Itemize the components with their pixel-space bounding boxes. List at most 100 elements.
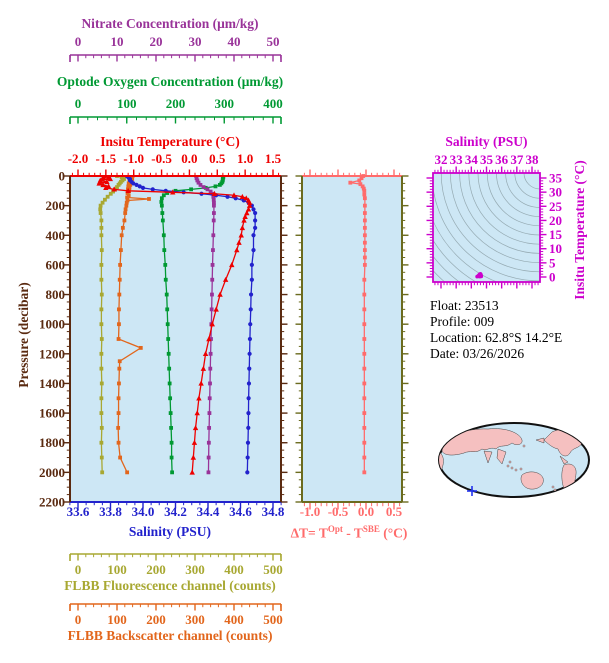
tick-label: -0.5 xyxy=(328,504,349,519)
tick-label: 37 xyxy=(510,152,523,167)
main-profile-plot: -2.0 -1.5 -1.0 -0.5 0.0 0.5 1.0 1.5 33.6 33.8 34.0… xyxy=(39,151,288,519)
tick-label: 500 xyxy=(263,562,283,577)
tick-label: 40 xyxy=(228,34,241,49)
tick-label: 0 xyxy=(59,169,66,184)
tick-label: 15 xyxy=(549,227,563,242)
tick-label: 2000 xyxy=(39,465,65,480)
ts-data-points xyxy=(475,271,484,279)
tick-label: -1.0 xyxy=(123,151,144,166)
profile-line: Profile: 009 xyxy=(430,314,495,329)
tick-label: 33.8 xyxy=(99,504,122,519)
salinity-axis-title: Salinity (PSU) xyxy=(128,524,212,539)
tick-label: 25 xyxy=(549,199,563,214)
tick-label: 34.2 xyxy=(164,504,187,519)
delta-t-sup-sbe: SBE xyxy=(362,524,380,534)
tick-label: 100 xyxy=(117,96,137,111)
tick-label: 300 xyxy=(215,96,235,111)
series-temperature xyxy=(96,176,253,475)
float-position-marker xyxy=(467,486,477,496)
pressure-axis-title: Pressure (decibar) xyxy=(16,282,31,388)
tick-label: 300 xyxy=(185,612,205,627)
tick-label: 400 xyxy=(224,612,244,627)
float-id-line: Float: 23513 xyxy=(430,298,499,313)
tick-label: 0 xyxy=(75,96,82,111)
tick-label: 200 xyxy=(146,612,166,627)
tick-label: 34.4 xyxy=(197,504,220,519)
tick-label: 50 xyxy=(267,34,280,49)
oxygen-axis-bar: 0 100 200 300 400 xyxy=(69,96,283,124)
tick-label: 0 xyxy=(75,562,82,577)
tick-label: 33 xyxy=(450,152,464,167)
tick-label: 0 xyxy=(75,34,82,49)
tick-label: 10 xyxy=(111,34,124,49)
tick-label: 10 xyxy=(549,241,562,256)
delta-t-label-part: (°C) xyxy=(379,525,408,541)
tick-label: 600 xyxy=(46,257,66,272)
backscatter-axis-title: FLBB Backscatter channel (counts) xyxy=(67,628,273,643)
delta-t-label-part: - T xyxy=(342,525,363,541)
tick-label: 20 xyxy=(549,213,562,228)
date-line: Date: 03/26/2026 xyxy=(430,346,525,361)
tick-label: 38 xyxy=(526,152,540,167)
tick-label: 100 xyxy=(107,612,127,627)
tick-label: 30 xyxy=(549,185,562,200)
tick-label: 0.5 xyxy=(386,504,403,519)
location-line: Location: 62.8°S 14.2°E xyxy=(430,330,563,345)
tick-label: 33.6 xyxy=(67,504,90,519)
ts-temperature-axis-title: Insitu Temperature (°C) xyxy=(572,160,587,300)
tick-label: 800 xyxy=(46,287,66,302)
tick-label: -0.5 xyxy=(151,151,172,166)
tick-label: 36 xyxy=(495,152,509,167)
tick-label: 0.5 xyxy=(209,151,226,166)
tick-label: 1400 xyxy=(39,376,65,391)
tick-label: 0 xyxy=(75,612,82,627)
tick-label: 400 xyxy=(263,96,283,111)
tick-label: 1800 xyxy=(39,435,65,450)
delta-t-sup-opt: Opt xyxy=(327,524,343,534)
tick-label: 34.0 xyxy=(132,504,155,519)
tick-label: 1.0 xyxy=(237,151,253,166)
tick-label: 34.8 xyxy=(262,504,285,519)
tick-label: 34.6 xyxy=(229,504,252,519)
tick-label: 32 xyxy=(435,152,448,167)
tick-label: 34 xyxy=(465,152,479,167)
series-backscatter xyxy=(116,176,151,475)
delta-t-plot: -1.0 -0.5 0.0 0.5 xyxy=(295,169,409,519)
tick-label: 5 xyxy=(549,255,556,270)
fluorescence-axis-bar: 0 100 200 300 400 500 xyxy=(69,553,283,577)
series-fluorescence xyxy=(98,176,126,475)
tick-label: 200 xyxy=(166,96,186,111)
tick-label: 20 xyxy=(150,34,163,49)
fluorescence-axis-title: FLBB Fluorescence channel (counts) xyxy=(64,578,276,593)
series-delta_t xyxy=(348,174,367,475)
tick-label: 400 xyxy=(224,562,244,577)
tick-label: 35 xyxy=(549,171,563,186)
tick-label: 0 xyxy=(549,270,556,285)
tick-label: 200 xyxy=(46,198,66,213)
tick-label: 0.0 xyxy=(358,504,374,519)
tick-label: 1.5 xyxy=(265,151,282,166)
tick-label: 200 xyxy=(146,562,166,577)
tick-label: 1600 xyxy=(39,406,65,421)
ts-salinity-axis-title: Salinity (PSU) xyxy=(445,134,528,149)
delta-t-axis-title: ΔT= TOpt - TSBE (°C) xyxy=(287,524,411,542)
tick-label: 30 xyxy=(189,34,202,49)
delta-t-label-part: ΔT= T xyxy=(290,525,328,541)
oxygen-axis-title: Optode Oxygen Concentration (μm/kg) xyxy=(56,74,284,89)
tick-label: -1.5 xyxy=(96,151,117,166)
tick-label: 300 xyxy=(185,562,205,577)
tick-label: -2.0 xyxy=(68,151,89,166)
tick-label: 400 xyxy=(46,228,66,243)
nitrate-axis-bar: 0 10 20 30 40 50 xyxy=(69,34,282,62)
tick-label: 35 xyxy=(480,152,494,167)
tick-label: 1000 xyxy=(39,317,65,332)
world-map xyxy=(438,422,590,498)
tick-label: -1.0 xyxy=(300,504,321,519)
tick-label: 1200 xyxy=(39,346,65,361)
tick-label: 2200 xyxy=(39,495,65,510)
tick-label: 0.0 xyxy=(181,151,197,166)
temperature-axis-title: Insitu Temperature (°C) xyxy=(100,134,240,149)
backscatter-axis-bar: 0 100 200 300 400 500 xyxy=(69,603,283,627)
